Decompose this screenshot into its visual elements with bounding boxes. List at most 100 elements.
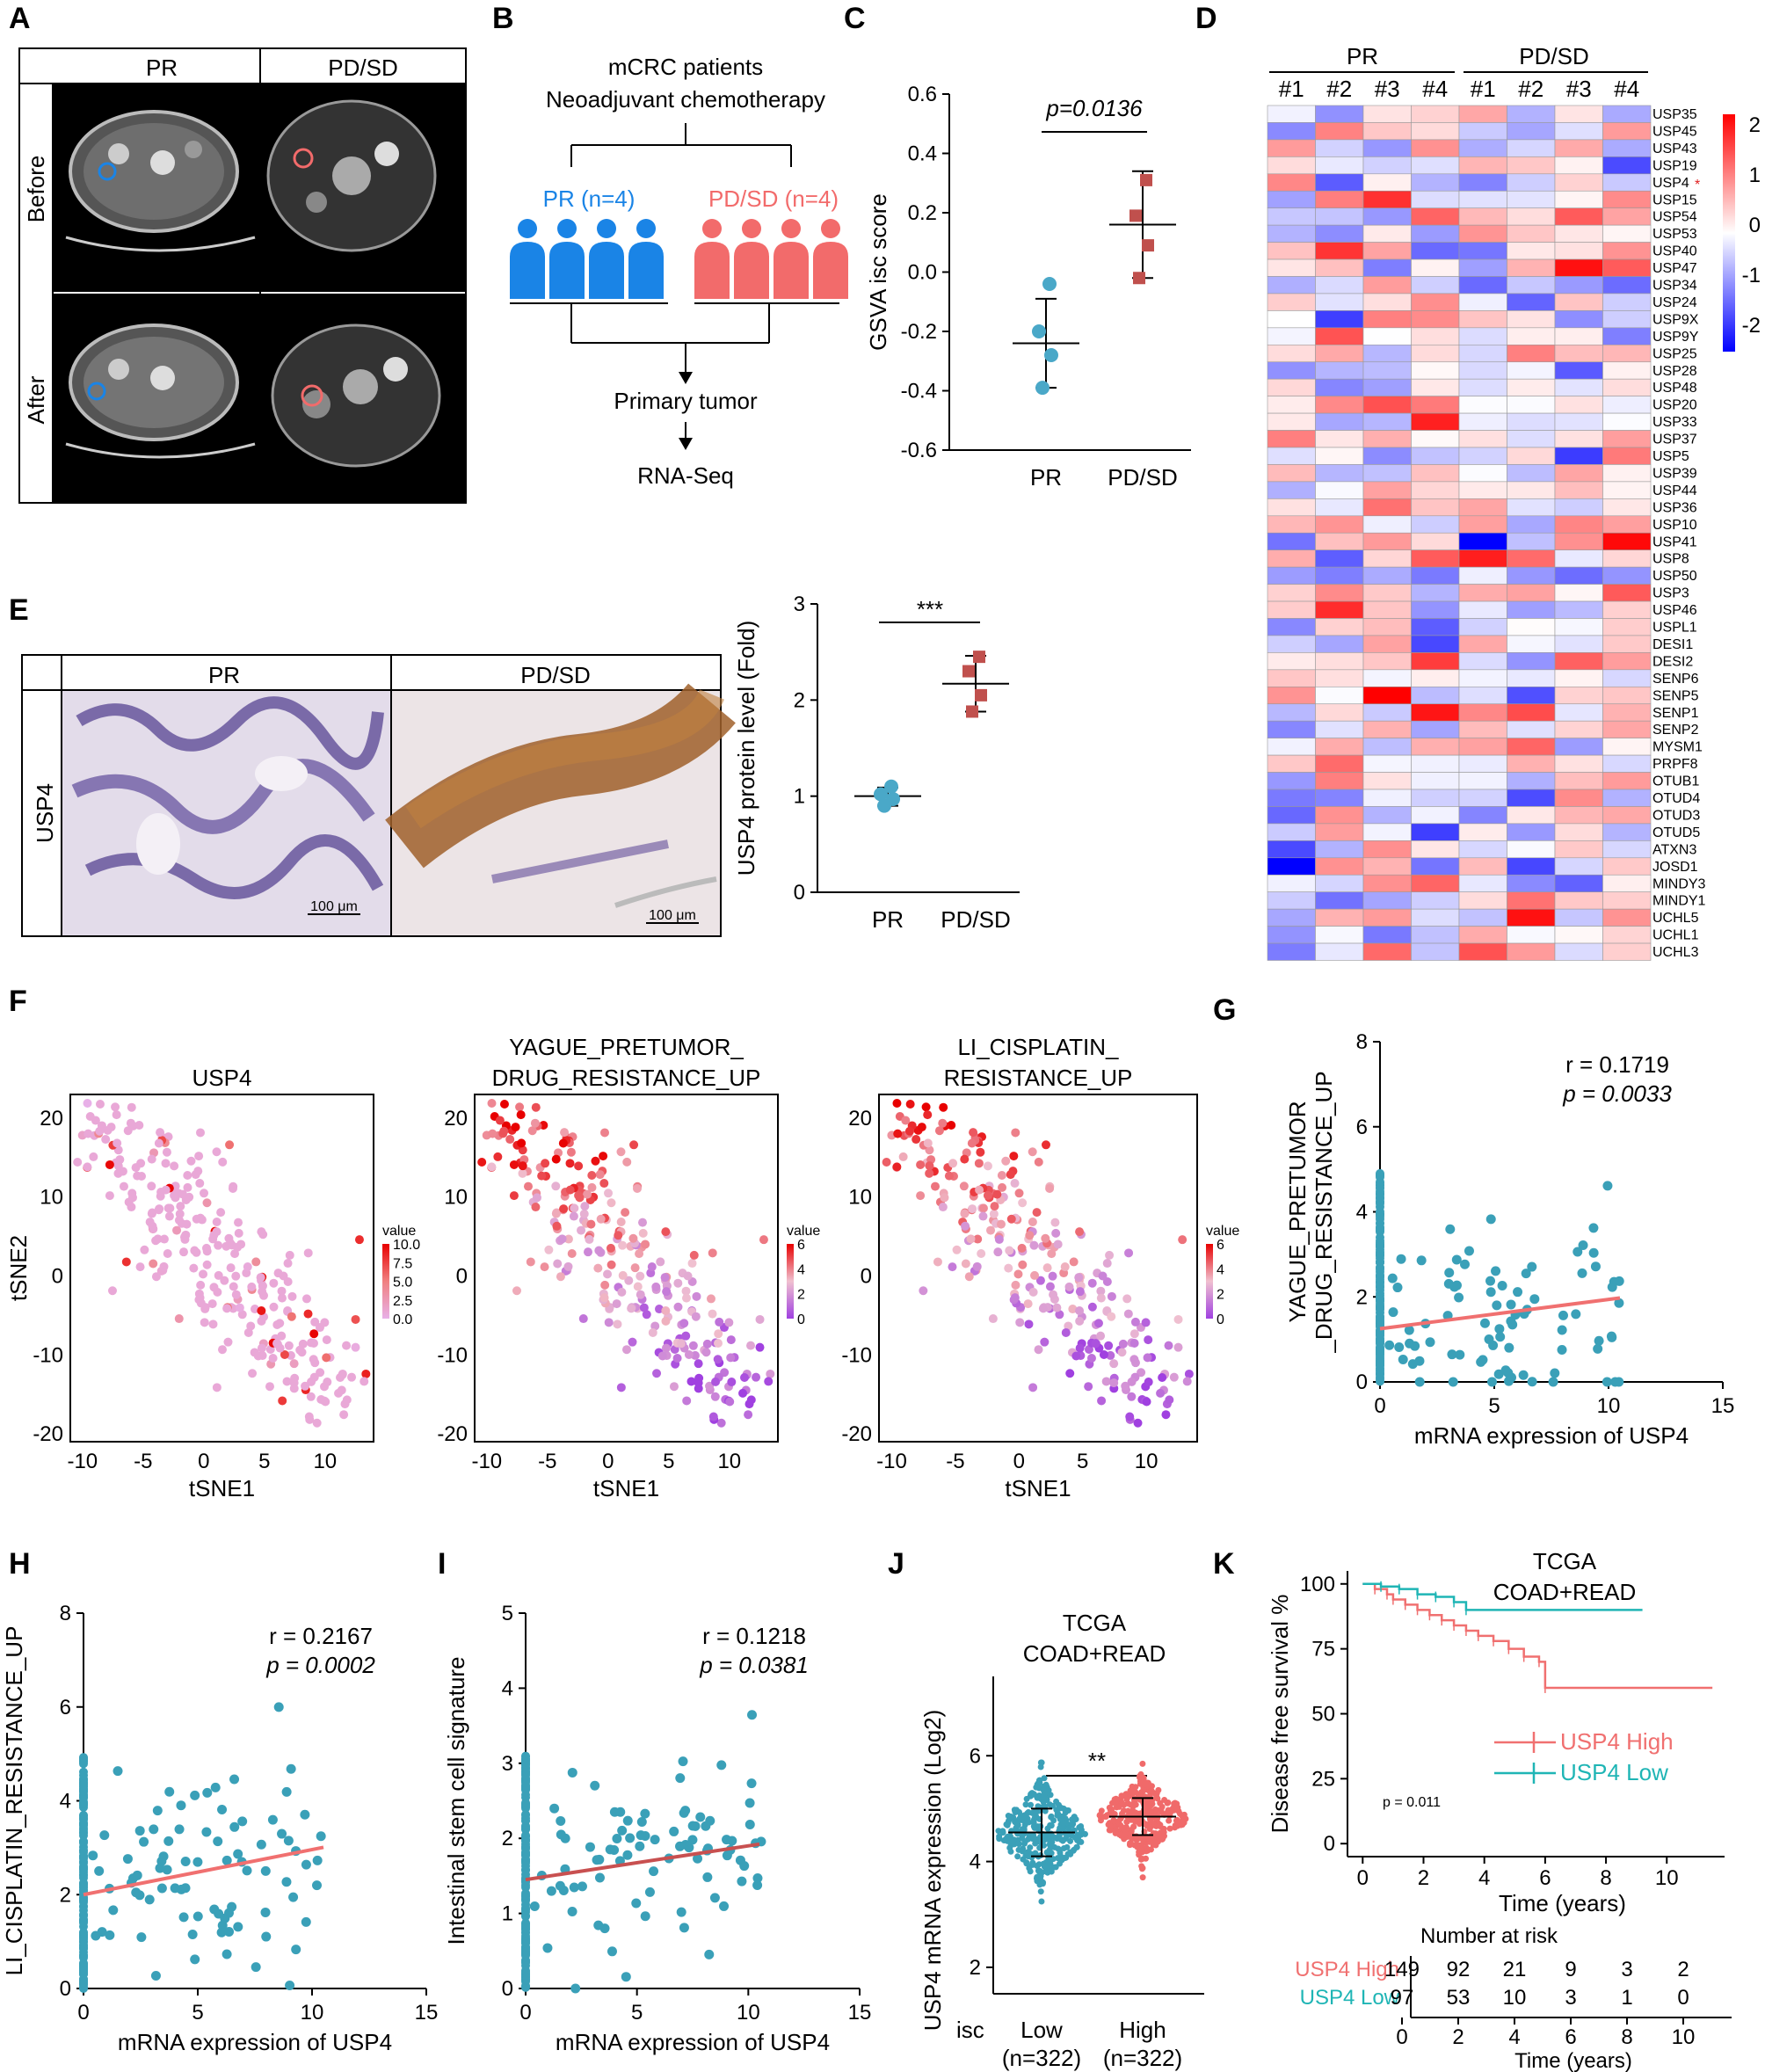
data-point xyxy=(1119,1825,1126,1832)
data-point xyxy=(706,1294,715,1304)
heatmap-cell xyxy=(1315,258,1364,277)
heatmap-cell xyxy=(1458,686,1507,705)
data-point xyxy=(675,1841,686,1851)
risk-table-value: 2 xyxy=(1677,1958,1689,1981)
data-point xyxy=(1019,1826,1026,1833)
data-point xyxy=(285,1980,295,1990)
x-tick-label: 5 xyxy=(258,1450,270,1473)
heatmap-cell xyxy=(1554,447,1603,465)
data-point xyxy=(603,1269,613,1279)
data-point xyxy=(1027,1844,1034,1851)
y-axis-title: Disease free survival % xyxy=(1267,1595,1293,1834)
person-icon xyxy=(774,242,809,299)
data-point xyxy=(1010,1179,1020,1189)
data-point xyxy=(999,1829,1006,1836)
person-icon xyxy=(694,242,730,299)
data-point xyxy=(968,1204,977,1214)
ct-image-pr-after xyxy=(54,294,259,502)
data-point xyxy=(901,1116,911,1125)
heatmap-cell xyxy=(1602,874,1652,893)
heatmap-cell xyxy=(1458,720,1507,738)
data-point xyxy=(1075,1287,1085,1297)
heatmap-cell xyxy=(1602,430,1652,448)
data-point xyxy=(614,1231,623,1240)
data-point xyxy=(226,1263,236,1273)
data-point xyxy=(1015,1318,1025,1327)
data-point xyxy=(288,1892,299,1902)
panel-label-a: A xyxy=(9,2,31,35)
heatmap-cell xyxy=(1267,310,1316,329)
heatmap-cell xyxy=(1411,207,1460,226)
y-tick-label: 3 xyxy=(502,1752,513,1776)
heatmap-cell xyxy=(1602,224,1652,243)
data-point xyxy=(1172,1824,1179,1831)
data-point xyxy=(477,1158,487,1167)
data-point xyxy=(992,1189,1002,1199)
heatmap-cell xyxy=(1554,105,1603,123)
heatmap-cell xyxy=(1411,430,1460,448)
heatmap-cell xyxy=(1411,242,1460,260)
data-point xyxy=(284,1341,294,1350)
data-point xyxy=(1030,1820,1037,1827)
data-point xyxy=(229,1774,240,1785)
x-tick-label: -10 xyxy=(67,1450,98,1473)
data-point xyxy=(79,1940,88,1950)
data-point xyxy=(966,1234,976,1244)
x-tick-label: 8 xyxy=(1621,2025,1632,2049)
x-tick-label: 6 xyxy=(1539,1866,1551,1890)
heatmap-cell xyxy=(1315,105,1364,123)
data-point xyxy=(905,1099,915,1109)
data-point xyxy=(1590,1261,1601,1272)
x-tick-label: 8 xyxy=(1600,1866,1611,1890)
data-point xyxy=(521,1824,530,1834)
data-point xyxy=(531,1203,541,1212)
data-point xyxy=(79,1753,88,1763)
heatmap-cell xyxy=(1458,600,1507,619)
data-point xyxy=(555,1880,565,1891)
data-point xyxy=(973,651,985,664)
x-tick-label: 5 xyxy=(663,1450,674,1473)
heatmap-cell xyxy=(1507,361,1556,380)
heatmap-cell xyxy=(1267,242,1316,260)
data-point xyxy=(1454,1292,1464,1303)
data-point xyxy=(1398,1354,1408,1364)
data-point xyxy=(521,1816,530,1826)
heatmap-cell xyxy=(1507,207,1556,226)
x-tick-label: 0 xyxy=(519,2001,531,2025)
data-point xyxy=(230,1249,240,1259)
heatmap-cell xyxy=(1362,498,1412,517)
heatmap-cell xyxy=(1315,139,1364,157)
panel-b-pdsd-label: PD/SD (n=4) xyxy=(708,185,839,212)
data-point xyxy=(1460,1259,1471,1269)
data-point xyxy=(566,1147,576,1157)
data-point xyxy=(1105,1250,1115,1260)
data-point xyxy=(213,1287,222,1297)
x-axis-title: Time (years) xyxy=(1499,1890,1626,1916)
heatmap-cell xyxy=(1411,105,1460,123)
heatmap-cell xyxy=(1554,891,1603,910)
colorbar-tick-label: -1 xyxy=(1742,264,1761,287)
data-point xyxy=(237,1310,247,1320)
heatmap-cell xyxy=(1507,430,1556,448)
data-point xyxy=(112,1110,121,1120)
data-point xyxy=(1148,1783,1155,1790)
data-point xyxy=(351,1342,360,1352)
heatmap-cell xyxy=(1315,498,1364,517)
heatmap-cell xyxy=(1267,139,1316,157)
chart-title: TCGA xyxy=(1063,1610,1127,1636)
data-point xyxy=(220,1913,230,1923)
heatmap-cell xyxy=(1411,720,1460,738)
data-point xyxy=(258,1287,267,1297)
data-point xyxy=(208,1320,218,1329)
heatmap-cell xyxy=(1507,806,1556,825)
survival-curve xyxy=(1362,1582,1643,1611)
stat-r: r = 0.1719 xyxy=(1565,1051,1669,1078)
data-point xyxy=(105,1930,115,1940)
data-point xyxy=(1507,1320,1518,1330)
data-point xyxy=(224,1926,235,1937)
data-point xyxy=(279,1271,288,1281)
heatmap-cell xyxy=(1267,481,1316,499)
heatmap-cell xyxy=(1554,430,1603,448)
data-point xyxy=(1178,1235,1188,1245)
